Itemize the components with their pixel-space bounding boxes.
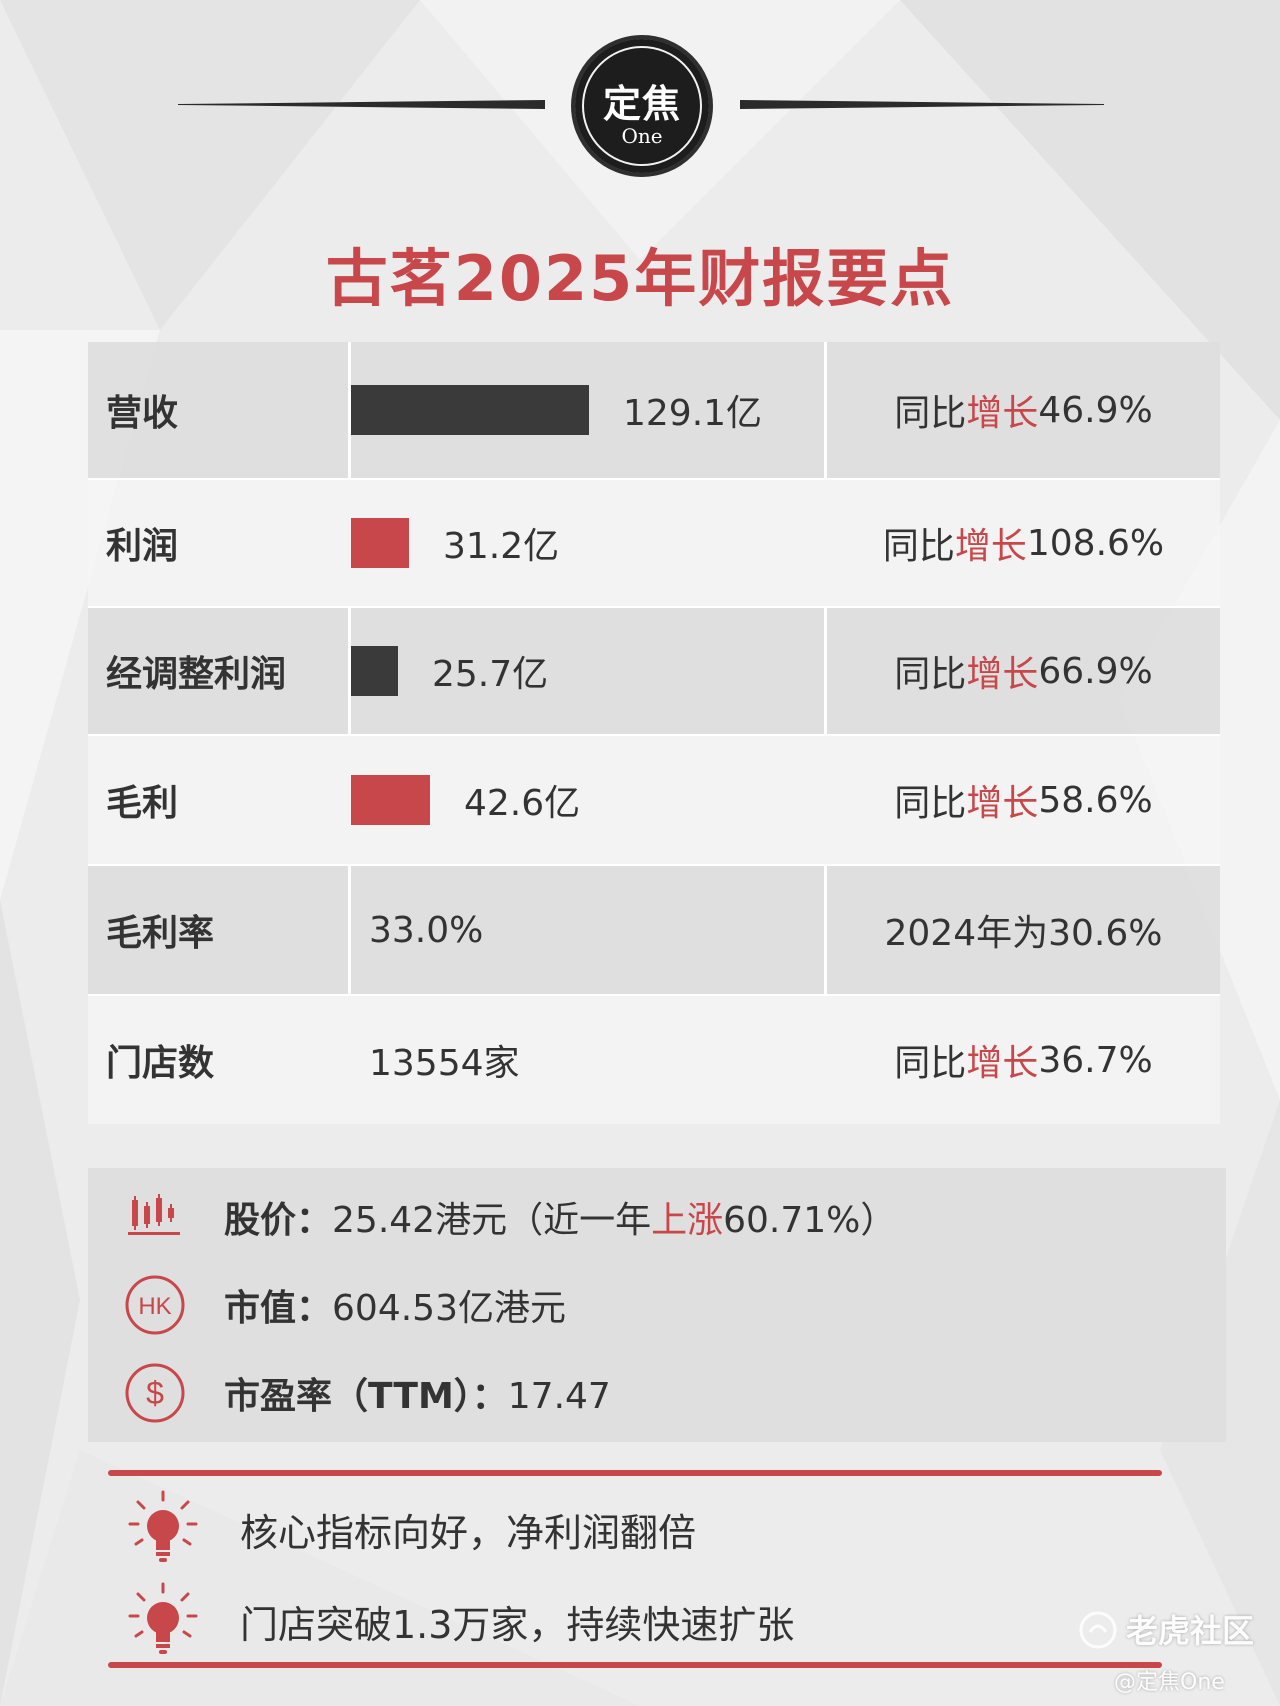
row-label: 毛利: [106, 783, 179, 824]
row-note: 2024年为30.6%: [884, 913, 1163, 954]
table-row-store-count: 门店数 13554家 同比 增长 36.7%: [88, 994, 1220, 1124]
growth-word: 增长: [966, 783, 1039, 824]
row-value-cell: 129.1亿: [348, 342, 824, 478]
growth-word: 增长: [966, 654, 1039, 695]
row-label: 利润: [106, 526, 179, 567]
row-value: 42.6亿: [464, 783, 581, 824]
financial-table: 营收 129.1亿 同比 增长 46.9% 利润 31.2亿 同比 增长 108.6% …: [88, 342, 1220, 1124]
watermark: 老虎社区 @定焦One: [1078, 1606, 1268, 1695]
lightbulb-icon: [128, 1490, 198, 1562]
growth-value: 36.7%: [1038, 1039, 1153, 1081]
hk-icon-text: HK: [138, 1293, 171, 1320]
row-value-cell: 25.7亿: [348, 608, 824, 734]
highlights-bottom-rule: [108, 1662, 1162, 1668]
row-growth-cell: 同比 增长 108.6%: [824, 480, 1220, 606]
row-value: 129.1亿: [623, 393, 763, 434]
market-row-pe: $ 市盈率（TTM）：17.47: [88, 1358, 1226, 1428]
candlestick-icon: [128, 1194, 180, 1235]
row-value-cell: 13554家: [348, 996, 824, 1124]
dollar-icon-text: $: [146, 1375, 164, 1411]
dollar-icon: $: [125, 1363, 185, 1423]
highlight-item: 门店突破1.3万家，持续快速扩张: [128, 1580, 1128, 1660]
growth-word: 增长: [966, 1043, 1039, 1084]
row-growth-cell: 同比 增长 66.9%: [824, 608, 1220, 734]
row-growth-cell: 同比 增长 58.6%: [824, 736, 1220, 864]
highlight-item: 核心指标向好，净利润翻倍: [128, 1488, 1128, 1568]
row-note-cell: 2024年为30.6%: [824, 866, 1220, 994]
price-change-word: 上涨: [651, 1200, 724, 1241]
growth-prefix: 同比: [894, 1043, 967, 1084]
pe-ratio-text: 市盈率（TTM）：17.47: [224, 1367, 611, 1419]
brand-logo: 定焦 One: [571, 35, 713, 177]
logo-text-en: One: [621, 124, 663, 148]
highlight-text: 核心指标向好，净利润翻倍: [240, 1511, 697, 1555]
growth-value: 46.9%: [1038, 389, 1153, 431]
growth-prefix: 同比: [894, 393, 967, 434]
row-value: 13554家: [369, 1043, 520, 1084]
value-bar: [351, 775, 430, 825]
pe-label: 市盈率（TTM）：: [224, 1376, 508, 1417]
growth-prefix: 同比: [894, 654, 967, 695]
row-value: 25.7亿: [432, 654, 549, 695]
watermark-brand: 老虎社区: [1126, 1612, 1255, 1650]
row-value: 31.2亿: [443, 526, 560, 567]
value-bar: [351, 385, 589, 435]
row-value-cell: 31.2亿: [348, 480, 824, 606]
value-bar: [351, 518, 409, 568]
row-value: 33.0%: [369, 909, 484, 951]
tiger-logo-icon: [1079, 1611, 1117, 1649]
hk-dollar-icon: HK: [125, 1275, 185, 1335]
table-row-profit: 利润 31.2亿 同比 增长 108.6%: [88, 478, 1220, 606]
table-row-revenue: 营收 129.1亿 同比 增长 46.9%: [88, 342, 1220, 478]
price-label: 股价：: [224, 1200, 333, 1241]
page-title: 古茗2025年财报要点: [325, 242, 955, 315]
growth-prefix: 同比: [882, 526, 955, 567]
row-growth-cell: 同比 增长 46.9%: [824, 342, 1220, 478]
growth-value: 66.9%: [1038, 650, 1153, 692]
table-row-gross-profit: 毛利 42.6亿 同比 增长 58.6%: [88, 734, 1220, 864]
row-value-cell: 33.0%: [348, 866, 824, 994]
stock-price-text: 股价：25.42港元（近一年上涨60.71%）: [224, 1191, 896, 1243]
growth-word: 增长: [954, 526, 1027, 567]
row-label: 毛利率: [106, 913, 215, 954]
row-label: 门店数: [106, 1043, 215, 1084]
row-growth-cell: 同比 增长 36.7%: [824, 996, 1220, 1124]
market-row-cap: HK 市值：604.53亿港元: [88, 1270, 1226, 1340]
value-bar: [351, 646, 398, 696]
lightbulb-icon: [128, 1582, 198, 1654]
header-rule-right: [740, 100, 1104, 109]
watermark-handle: @定焦One: [1114, 1670, 1225, 1695]
row-label: 营收: [106, 393, 179, 434]
row-value-cell: 42.6亿: [348, 736, 824, 864]
table-row-gross-margin: 毛利率 33.0% 2024年为30.6%: [88, 864, 1220, 994]
header-rule-left: [178, 100, 545, 109]
cap-label: 市值：: [224, 1288, 333, 1329]
row-label: 经调整利润: [106, 654, 287, 695]
cap-value: 604.53亿港元: [332, 1288, 566, 1329]
growth-value: 58.6%: [1038, 779, 1153, 821]
price-value: 25.42港元（近一年: [332, 1200, 652, 1241]
highlights-top-rule: [108, 1470, 1162, 1476]
table-row-adjusted-profit: 经调整利润 25.7亿 同比 增长 66.9%: [88, 606, 1220, 734]
market-cap-text: 市值：604.53亿港元: [224, 1279, 566, 1331]
growth-word: 增长: [966, 393, 1039, 434]
price-change-value: 60.71%）: [723, 1200, 897, 1241]
pe-value: 17.47: [507, 1376, 611, 1417]
market-info-box: 股价：25.42港元（近一年上涨60.71%） HK 市值：604.53亿港元 …: [88, 1168, 1226, 1442]
logo-text-cn: 定焦: [602, 82, 681, 126]
market-row-price: 股价：25.42港元（近一年上涨60.71%）: [88, 1182, 1226, 1252]
highlight-text: 门店突破1.3万家，持续快速扩张: [240, 1603, 795, 1647]
growth-value: 108.6%: [1026, 522, 1165, 564]
growth-prefix: 同比: [894, 783, 967, 824]
